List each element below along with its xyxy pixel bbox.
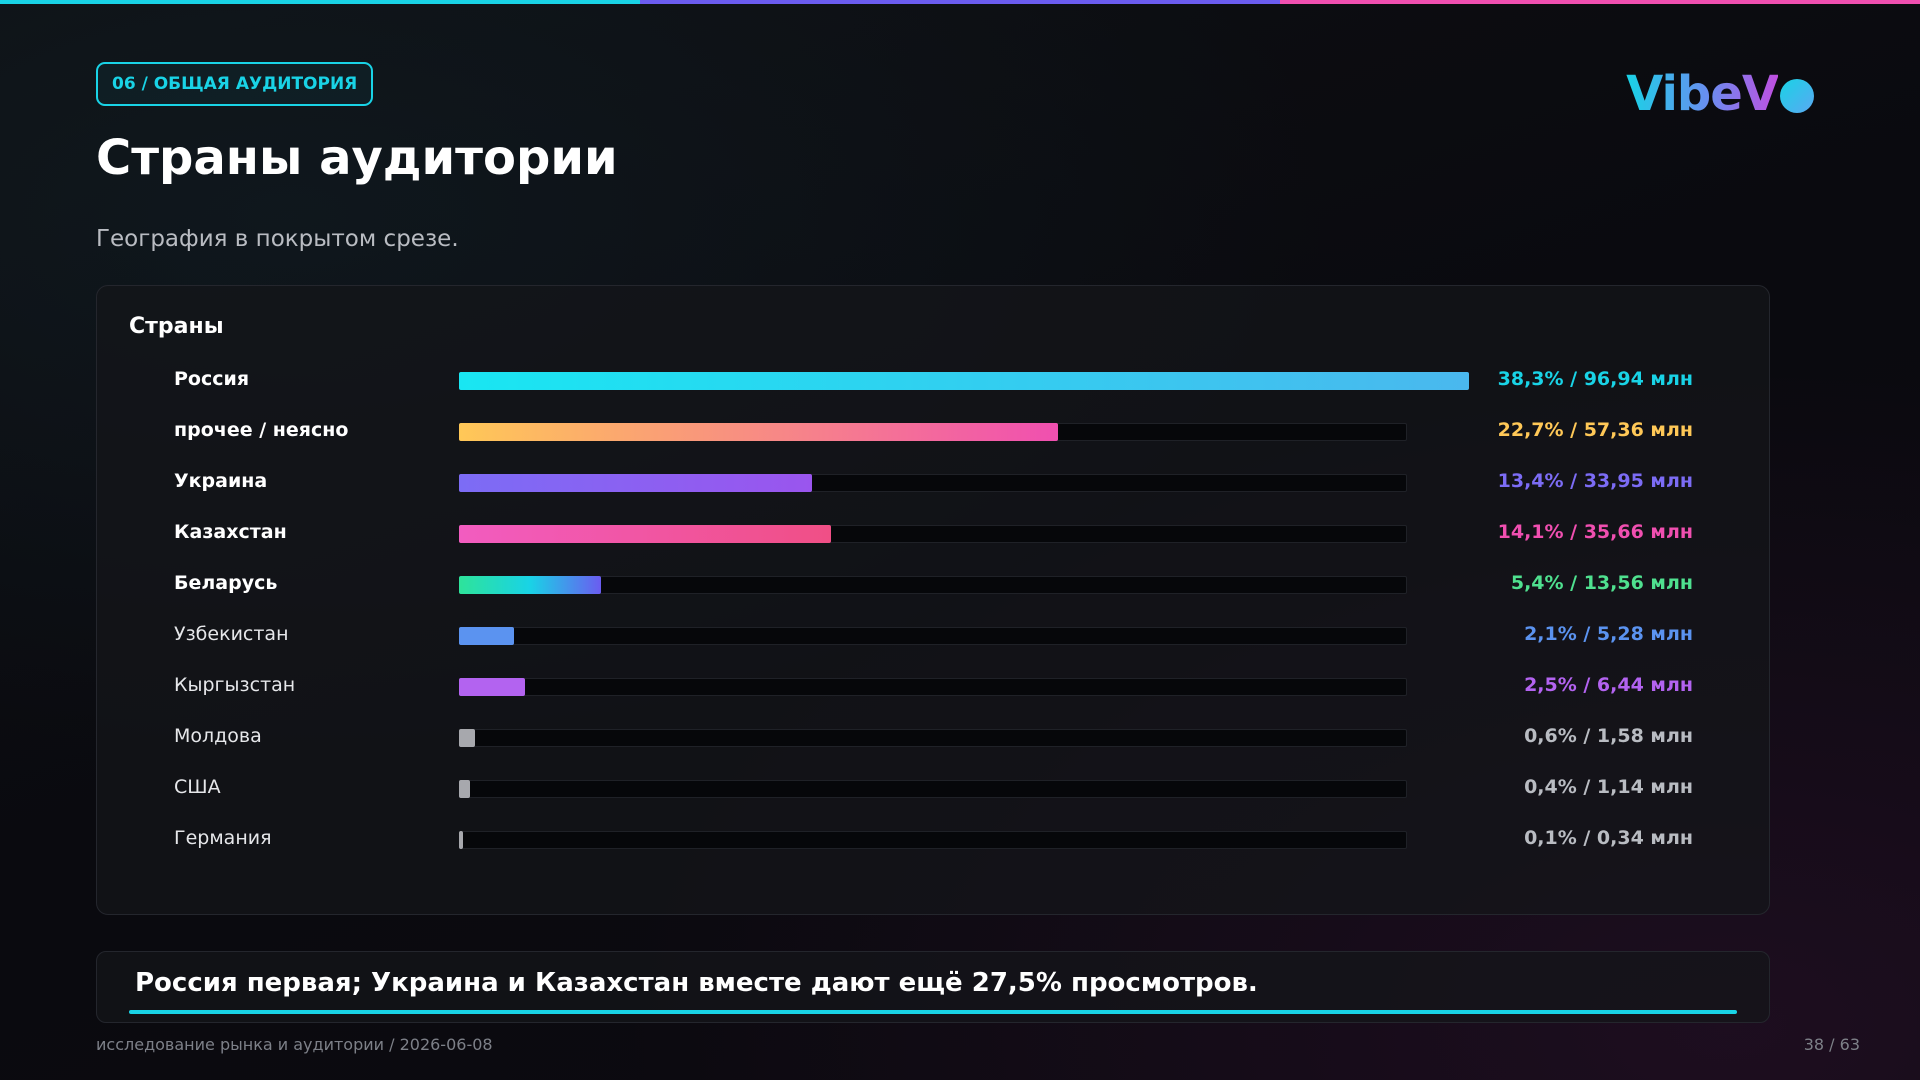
chart-row: Украина 13,4% / 33,95 млн — [97, 456, 1771, 507]
bar-track — [459, 678, 1407, 696]
bar — [459, 729, 475, 747]
category-label: Молдова — [174, 725, 262, 747]
page-number: 38 / 63 — [1803, 1035, 1860, 1054]
bar — [459, 627, 515, 645]
bar — [459, 525, 831, 543]
callout-underline — [129, 1010, 1737, 1014]
chart-row: Германия 0,1% / 0,34 млн — [97, 813, 1771, 864]
chart-row: Кыргызстан 2,5% / 6,44 млн — [97, 660, 1771, 711]
brand-logo-text: VibeV — [1626, 66, 1779, 122]
value-label: 0,1% / 0,34 млн — [1524, 827, 1693, 849]
value-label: 0,4% / 1,14 млн — [1524, 776, 1693, 798]
chart-row: Казахстан 14,1% / 35,66 млн — [97, 507, 1771, 558]
category-label: прочее / неясно — [174, 419, 349, 441]
value-label: 2,1% / 5,28 млн — [1524, 623, 1693, 645]
bar — [459, 372, 1469, 390]
value-label: 38,3% / 96,94 млн — [1497, 368, 1693, 390]
category-label: Узбекистан — [174, 623, 289, 645]
chart-row: Молдова 0,6% / 1,58 млн — [97, 711, 1771, 762]
page-title: Страны аудитории — [96, 130, 618, 186]
bar — [459, 780, 470, 798]
chart-title: Страны — [129, 314, 224, 339]
bar — [459, 423, 1058, 441]
bar-track — [459, 729, 1407, 747]
category-label: Казахстан — [174, 521, 287, 543]
category-label: Германия — [174, 827, 272, 849]
brand-logo-dot-icon — [1780, 79, 1814, 113]
chart-row: Узбекистан 2,1% / 5,28 млн — [97, 609, 1771, 660]
bar — [459, 576, 602, 594]
bar — [459, 831, 463, 849]
top-accent-segment-cyan — [0, 0, 640, 4]
category-label: Беларусь — [174, 572, 278, 594]
page-subtitle: География в покрытом срезе. — [96, 226, 459, 252]
value-label: 2,5% / 6,44 млн — [1524, 674, 1693, 696]
callout-text: Россия первая; Украина и Казахстан вмест… — [135, 968, 1258, 998]
footer-caption: исследование рынка и аудитории / 2026-06… — [96, 1035, 493, 1054]
callout-box: Россия первая; Украина и Казахстан вмест… — [96, 951, 1770, 1023]
value-label: 22,7% / 57,36 млн — [1497, 419, 1693, 441]
top-accent-segment-pink — [1280, 0, 1920, 4]
bar-track — [459, 831, 1407, 849]
chart-row: Беларусь 5,4% / 13,56 млн — [97, 558, 1771, 609]
brand-logo: VibeV — [1626, 64, 1814, 124]
value-label: 13,4% / 33,95 млн — [1497, 470, 1693, 492]
bar-track — [459, 780, 1407, 798]
category-label: Украина — [174, 470, 268, 492]
value-label: 5,4% / 13,56 млн — [1510, 572, 1693, 594]
bar — [459, 474, 813, 492]
category-label: Кыргызстан — [174, 674, 296, 696]
chart-row: прочее / неясно 22,7% / 57,36 млн — [97, 405, 1771, 456]
bar-track — [459, 627, 1407, 645]
chart-card: Страны Россия 38,3% / 96,94 млн прочее / н… — [96, 285, 1770, 915]
category-label: Россия — [174, 368, 250, 390]
chart-row: Россия 38,3% / 96,94 млн — [97, 354, 1771, 405]
top-accent-segment-purple — [640, 0, 1280, 4]
top-accent-bar — [0, 0, 1920, 4]
bar — [459, 678, 525, 696]
category-label: США — [174, 776, 221, 798]
value-label: 14,1% / 35,66 млн — [1497, 521, 1693, 543]
chart-row: США 0,4% / 1,14 млн — [97, 762, 1771, 813]
value-label: 0,6% / 1,58 млн — [1524, 725, 1693, 747]
section-badge: 06 / ОБЩАЯ АУДИТОРИЯ — [96, 62, 374, 106]
bar-track — [459, 576, 1407, 594]
